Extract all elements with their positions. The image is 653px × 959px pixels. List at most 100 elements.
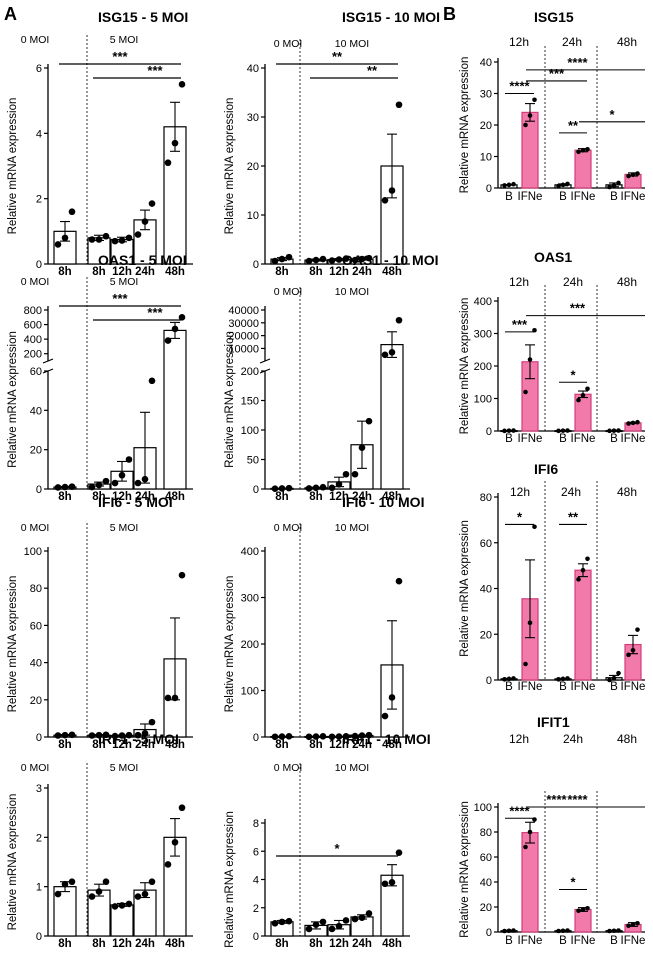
time-label: 48h xyxy=(617,275,637,289)
data-point xyxy=(305,485,313,492)
y-tick-label: 4 xyxy=(36,128,42,140)
data-point xyxy=(148,878,156,886)
data-point xyxy=(607,428,612,434)
data-point xyxy=(312,256,320,264)
data-point xyxy=(125,900,133,908)
data-point xyxy=(395,849,403,856)
x-tick-label: 24h xyxy=(135,491,155,503)
y-axis-label: Relative mRNA expression xyxy=(459,801,471,938)
data-point xyxy=(118,902,126,909)
data-point xyxy=(102,232,110,240)
y-tick-label: 80 xyxy=(480,492,492,504)
data-point xyxy=(351,470,359,478)
group-label: 0 MOI xyxy=(21,276,50,288)
significance-label: *** xyxy=(147,305,163,320)
y-axis-label: Relative mRNA expression xyxy=(459,298,471,435)
significance-label: * xyxy=(570,367,576,382)
data-point xyxy=(312,484,320,492)
group-label: 0 MOI xyxy=(274,762,303,774)
x-tick-label: 48h xyxy=(382,491,402,503)
group-label: 10 MOI xyxy=(335,286,369,298)
data-point xyxy=(171,694,179,702)
data-point xyxy=(560,928,566,934)
x-tick-label: 8h xyxy=(92,491,105,503)
x-tick-label: 8h xyxy=(309,266,322,278)
data-point xyxy=(148,377,156,385)
group-label: 5 MOI xyxy=(110,522,139,534)
x-tick-label: 48h xyxy=(165,491,185,503)
significance-label: ** xyxy=(568,118,579,133)
chart-isg15-10: ISG15 - 10 MOI Relative mRNA expression 0 1… xyxy=(224,9,440,278)
data-point xyxy=(560,182,566,188)
significance-label: ** xyxy=(332,49,343,64)
x-tick-label: 12h xyxy=(329,739,349,751)
y-tick-label: 20 xyxy=(247,161,259,173)
time-label: 48h xyxy=(617,35,637,49)
y-tick-label: 0 xyxy=(253,484,259,496)
x-tick-label: 48h xyxy=(382,739,402,751)
data-point xyxy=(585,905,590,911)
x-tick-label: 8h xyxy=(58,491,71,503)
data-point xyxy=(305,733,313,741)
data-point xyxy=(611,928,617,934)
chart-title: IFIT1 xyxy=(537,714,570,730)
x-tick-label: 12h xyxy=(329,938,349,950)
y-axis-label: Relative mRNA expression xyxy=(7,794,19,931)
data-point xyxy=(335,733,343,740)
x-tick-label: 8h xyxy=(92,739,105,751)
x-tick-label: 12h xyxy=(329,491,349,503)
data-point xyxy=(576,149,581,155)
data-point xyxy=(635,419,640,425)
y-tick-label: 60 xyxy=(480,538,492,550)
data-point xyxy=(54,484,62,491)
x-tick-label: 8h xyxy=(275,491,288,503)
data-point xyxy=(125,456,133,463)
chart-title: IRF1 - 10 MOI xyxy=(342,731,431,747)
data-point xyxy=(616,428,621,433)
y-axis-label: Relative mRNA expression xyxy=(459,57,471,194)
data-point xyxy=(54,241,62,248)
y-tick-label: 8 xyxy=(253,818,259,830)
significance-label: **** xyxy=(509,79,530,94)
x-tick-label: 24h xyxy=(352,491,372,503)
time-label: 12h xyxy=(509,275,529,289)
data-point xyxy=(328,925,336,933)
group-label: 0 MOI xyxy=(274,38,303,50)
data-point xyxy=(381,880,389,888)
data-point xyxy=(523,661,528,667)
data-point xyxy=(342,917,350,924)
data-point xyxy=(54,732,62,739)
data-point xyxy=(134,231,142,238)
data-point xyxy=(88,893,96,900)
y-tick-label: 0 xyxy=(486,183,492,195)
data-point xyxy=(54,890,62,898)
data-point xyxy=(278,918,286,926)
data-point xyxy=(630,922,636,927)
y-tick-label: 0 xyxy=(486,675,492,687)
chart-title: ISG15 xyxy=(534,9,574,25)
chart-ifi6-10: IFI6 - 10 MOI Relative mRNA expression 0 10… xyxy=(224,494,424,751)
x-tick-label: IFNe xyxy=(571,191,596,203)
y-tick-label: 30 xyxy=(480,89,492,101)
data-point xyxy=(178,81,186,88)
x-tick-label: B xyxy=(610,681,618,693)
data-point xyxy=(635,171,640,176)
data-point xyxy=(611,428,617,433)
data-point xyxy=(388,348,396,356)
significance-label: *** xyxy=(549,66,565,81)
y-tick-label: 60 xyxy=(30,620,42,632)
x-tick-label: IFNe xyxy=(621,681,646,693)
x-tick-label: B xyxy=(610,433,618,445)
y-tick-label: 200 xyxy=(474,361,492,373)
data-point xyxy=(271,733,279,741)
y-tick-label: 40 xyxy=(480,57,492,69)
data-point xyxy=(328,484,336,492)
data-point xyxy=(365,254,373,262)
data-point xyxy=(171,325,179,333)
chart-title: OAS1 - 10 MOI xyxy=(342,252,438,268)
data-point xyxy=(565,181,570,187)
data-point xyxy=(358,255,366,263)
data-point xyxy=(607,677,612,683)
data-point xyxy=(502,183,507,188)
